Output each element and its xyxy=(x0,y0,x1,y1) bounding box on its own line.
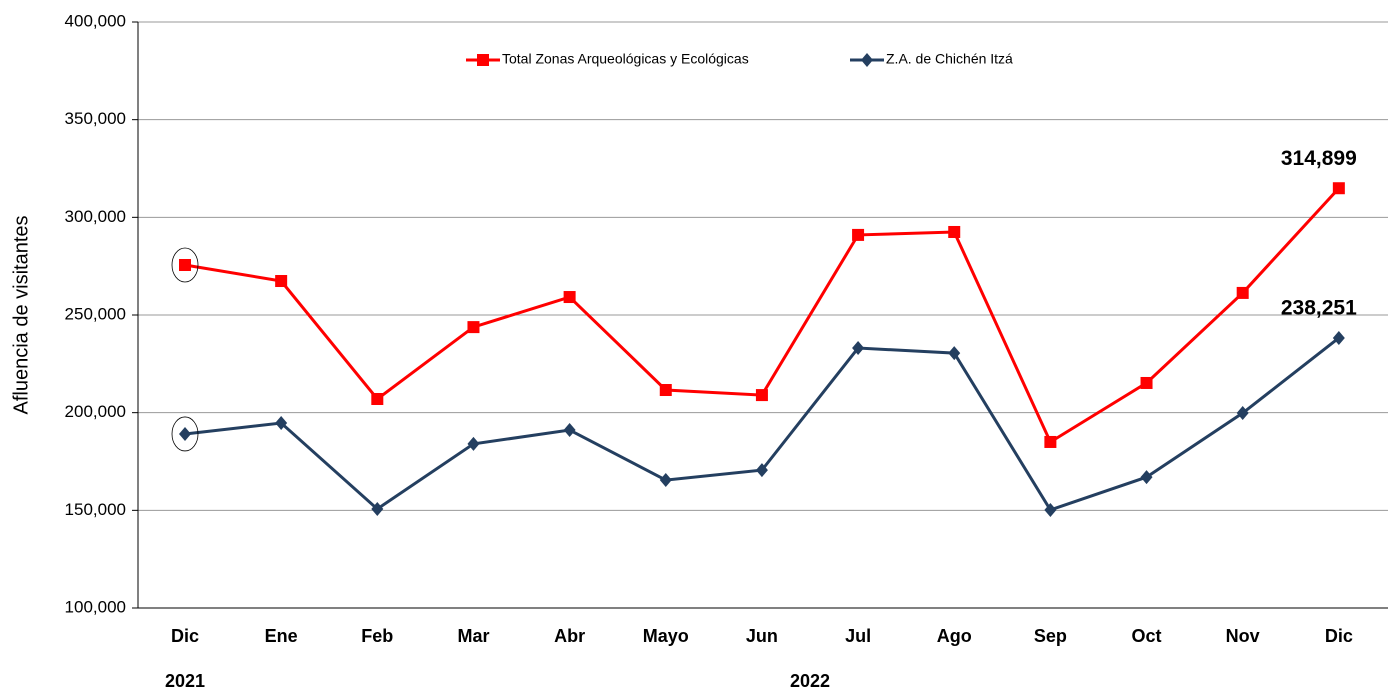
y-tick-label: 150,000 xyxy=(65,500,126,519)
y-tick-label: 200,000 xyxy=(65,402,126,421)
x-tick-label: Jul xyxy=(845,626,871,646)
data-point xyxy=(659,384,672,397)
x-tick-label: Ago xyxy=(937,626,972,646)
legend-label: Total Zonas Arqueológicas y Ecológicas xyxy=(502,51,749,67)
x-tick-label: Feb xyxy=(361,626,393,646)
highlight-circle xyxy=(171,416,199,452)
year-label: 2021 xyxy=(165,671,205,690)
data-point xyxy=(563,291,576,304)
x-tick-label: Abr xyxy=(554,626,585,646)
x-tick-label: Nov xyxy=(1226,626,1260,646)
x-tick-label: Sep xyxy=(1034,626,1067,646)
data-point xyxy=(1332,330,1345,345)
data-point xyxy=(1140,470,1153,485)
data-point xyxy=(371,501,384,516)
y-tick-label: 250,000 xyxy=(65,304,126,323)
data-point xyxy=(1332,182,1345,195)
data-point xyxy=(563,423,576,438)
data-point xyxy=(948,346,961,361)
legend-marker xyxy=(861,53,873,67)
data-point xyxy=(852,341,865,356)
data-point xyxy=(179,258,191,271)
data-point xyxy=(1044,435,1057,448)
data-point xyxy=(755,463,768,478)
data-point xyxy=(1236,406,1249,421)
data-point xyxy=(179,426,191,441)
x-tick-label: Dic xyxy=(1325,626,1353,646)
y-tick-label: 400,000 xyxy=(65,11,126,30)
highlight-circle xyxy=(171,247,199,283)
data-point xyxy=(467,436,480,451)
value-label: 238,251 xyxy=(1281,296,1357,319)
x-tick-label: Dic xyxy=(171,626,199,646)
year-label: 2022 xyxy=(790,671,830,690)
y-tick-label: 350,000 xyxy=(65,109,126,128)
data-point xyxy=(275,416,288,431)
data-point xyxy=(1044,502,1057,517)
legend-label: Z.A. de Chichén Itzá xyxy=(886,51,1013,67)
value-label: 314,899 xyxy=(1281,147,1357,170)
data-point xyxy=(659,473,672,488)
y-tick-label: 100,000 xyxy=(65,597,126,616)
data-point xyxy=(948,225,961,238)
data-point xyxy=(852,228,865,241)
x-tick-label: Mayo xyxy=(643,626,689,646)
data-point xyxy=(467,321,480,334)
legend-marker xyxy=(477,54,489,66)
x-tick-label: Oct xyxy=(1132,626,1162,646)
data-point xyxy=(371,392,384,405)
data-point xyxy=(1236,286,1249,299)
data-point xyxy=(1140,376,1153,389)
x-tick-label: Mar xyxy=(457,626,489,646)
data-point xyxy=(755,389,768,402)
y-tick-label: 300,000 xyxy=(65,207,126,226)
x-tick-label: Ene xyxy=(265,626,298,646)
y-axis-title: Afluencia de visitantes xyxy=(10,215,32,414)
x-tick-label: Jun xyxy=(746,626,778,646)
data-point xyxy=(275,275,288,288)
